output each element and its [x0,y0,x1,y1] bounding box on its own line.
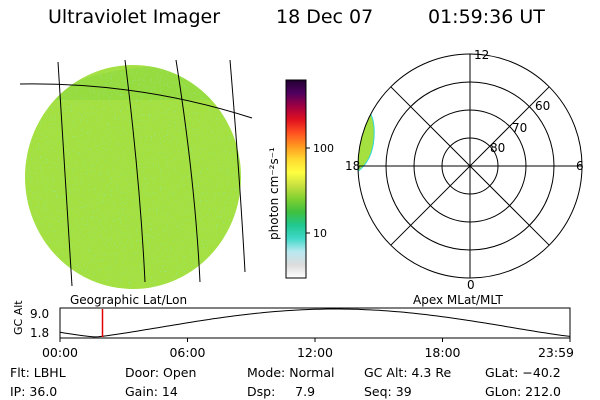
altitude-tick-9: 9.0 [30,307,49,321]
colorbar: 100 10 photon cm⁻²s⁻¹ [267,79,334,279]
mlt-label-0: 0 [467,278,475,292]
footer-filter: Flt: LBHL [10,365,66,380]
noise-texture [25,65,241,289]
time-tick-label-1: 06:00 [169,345,205,360]
observation-time: 01:59:36 UT [428,6,545,28]
time-tick-label-3: 18:00 [424,345,460,360]
polar-diagonal-b [390,86,550,246]
footer-gc-alt: GC Alt: 4.3 Re [364,365,451,380]
lat-lon-grid [19,59,253,287]
footer-ip: IP: 36.0 [10,384,57,399]
time-tick-label-0: 00:00 [42,345,78,360]
footer-mode: Mode: Normal [247,365,334,380]
mlat-label-60: 60 [535,99,550,113]
apex-label: Apex MLat/MLT [413,293,503,307]
mlat-label-80: 80 [490,141,505,155]
mlt-label-12: 12 [474,48,489,62]
footer-seq: Seq: 39 [364,384,412,399]
polar-plot: 12 6 0 18 60 70 80 [345,48,584,292]
colorbar-tick-label-100: 100 [313,142,334,155]
mlt-label-18: 18 [345,159,360,173]
geographic-image [19,59,253,289]
altitude-axis-label: GC Alt [12,300,25,335]
colorbar-tick-label-10: 10 [313,227,327,240]
time-tick-label-4: 23:59 [538,345,574,360]
footer-glon: GLon: 212.0 [485,384,561,399]
observation-date: 18 Dec 07 [276,6,374,28]
status-footer: Flt: LBHL Door: Open Mode: Normal GC Alt… [10,365,561,399]
footer-glat: GLat: −40.2 [485,365,561,380]
time-axis-ticks: 00:00 06:00 12:00 18:00 23:59 [42,338,574,360]
colorbar-unit-label: photon cm⁻²s⁻¹ [267,147,281,240]
instrument-title: Ultraviolet Imager [48,6,221,28]
mlat-label-70: 70 [512,121,527,135]
colorbar-scale [285,79,307,279]
altitude-curve [59,308,571,338]
footer-door: Door: Open [125,365,196,380]
time-tick-label-2: 12:00 [297,345,333,360]
altitude-plot-frame [59,307,571,339]
footer-dsp: Dsp: 7.9 [247,384,315,399]
geographic-label: Geographic Lat/Lon [70,293,187,307]
altitude-plot: GC Alt 9.0 1.8 00:00 06:00 12:00 18:00 23:59 [12,300,574,360]
footer-gain: Gain: 14 [125,384,178,399]
altitude-tick-1-8: 1.8 [30,326,49,340]
mlt-label-6: 6 [576,159,584,173]
